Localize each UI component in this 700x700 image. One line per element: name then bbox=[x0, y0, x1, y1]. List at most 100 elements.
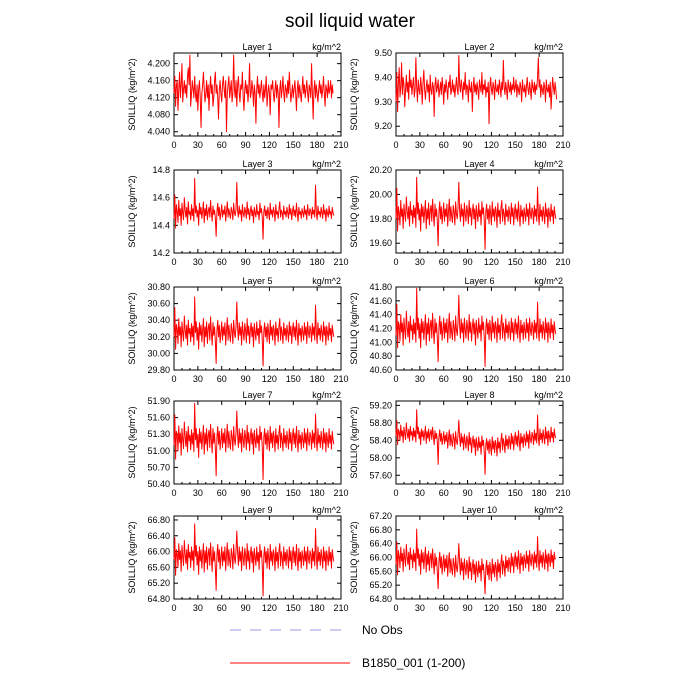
x-tick-label: 60 bbox=[439, 374, 449, 384]
y-tick-label: 41.60 bbox=[369, 296, 392, 306]
x-tick-label: 90 bbox=[241, 488, 251, 498]
panel-layer-2: Layer 2 kg/m^2 0 30 60 90 120 150 180 210 9.20 9.30… bbox=[349, 42, 571, 150]
x-tick-label: 60 bbox=[217, 374, 227, 384]
x-tick-label: 150 bbox=[508, 140, 523, 150]
y-tick-label: 4.040 bbox=[147, 127, 170, 137]
y-tick-label: 64.80 bbox=[147, 594, 170, 604]
y-axis-label: SOILLIQ (kg/m^2) bbox=[349, 175, 359, 247]
x-tick-label: 120 bbox=[484, 257, 499, 267]
panel-layer-10: Layer 10 kg/m^2 0 30 60 90 120 150 180 210 64.80 65… bbox=[349, 505, 571, 613]
panel-units: kg/m^2 bbox=[312, 159, 341, 169]
x-tick-label: 180 bbox=[310, 257, 325, 267]
x-tick-label: 150 bbox=[286, 140, 301, 150]
x-tick-label: 120 bbox=[262, 140, 277, 150]
x-tick-label: 60 bbox=[217, 488, 227, 498]
y-axis-label: SOILLIQ (kg/m^2) bbox=[127, 521, 137, 593]
panel-layer-9: Layer 9 kg/m^2 0 30 60 90 120 150 180 210 64.80 65.… bbox=[127, 505, 349, 613]
y-axis-label: SOILLIQ (kg/m^2) bbox=[127, 58, 137, 130]
y-tick-label: 29.80 bbox=[147, 365, 170, 375]
x-tick-label: 210 bbox=[555, 603, 570, 613]
y-tick-label: 67.20 bbox=[369, 511, 392, 521]
y-tick-label: 19.80 bbox=[369, 214, 392, 224]
x-tick-label: 30 bbox=[415, 603, 425, 613]
x-tick-label: 30 bbox=[193, 374, 203, 384]
x-tick-label: 0 bbox=[171, 488, 176, 498]
y-tick-label: 30.40 bbox=[147, 315, 170, 325]
x-tick-label: 180 bbox=[532, 374, 547, 384]
x-tick-label: 90 bbox=[241, 140, 251, 150]
x-tick-label: 150 bbox=[286, 488, 301, 498]
y-tick-label: 65.20 bbox=[147, 578, 170, 588]
panel-units: kg/m^2 bbox=[312, 276, 341, 286]
y-tick-label: 40.80 bbox=[369, 351, 392, 361]
panel-units: kg/m^2 bbox=[534, 159, 563, 169]
x-tick-label: 60 bbox=[439, 488, 449, 498]
y-tick-label: 4.160 bbox=[147, 76, 170, 86]
y-tick-label: 41.20 bbox=[369, 324, 392, 334]
series-line-b1850 bbox=[173, 54, 334, 133]
x-tick-label: 30 bbox=[415, 488, 425, 498]
panel-title: Layer 8 bbox=[464, 390, 494, 400]
y-tick-label: 41.40 bbox=[369, 310, 392, 320]
x-tick-label: 0 bbox=[171, 374, 176, 384]
y-tick-label: 14.4 bbox=[152, 220, 170, 230]
x-tick-label: 210 bbox=[333, 374, 348, 384]
panel-title: Layer 9 bbox=[242, 505, 272, 515]
x-tick-label: 30 bbox=[415, 374, 425, 384]
y-tick-label: 40.60 bbox=[369, 365, 392, 375]
x-tick-label: 180 bbox=[310, 488, 325, 498]
x-tick-label: 210 bbox=[333, 257, 348, 267]
y-tick-label: 9.40 bbox=[374, 72, 392, 82]
panels-grid: Layer 1 kg/m^2 0 30 60 90 120 150 180 210 4.040 4.0… bbox=[127, 42, 571, 613]
x-tick-label: 0 bbox=[393, 257, 398, 267]
x-tick-label: 210 bbox=[333, 603, 348, 613]
y-axis-label: SOILLIQ (kg/m^2) bbox=[349, 58, 359, 130]
panel-units: kg/m^2 bbox=[534, 276, 563, 286]
x-tick-label: 30 bbox=[415, 140, 425, 150]
panel-units: kg/m^2 bbox=[312, 390, 341, 400]
x-tick-label: 150 bbox=[508, 603, 523, 613]
panel-title: Layer 7 bbox=[242, 390, 272, 400]
x-tick-label: 120 bbox=[262, 374, 277, 384]
y-tick-label: 50.70 bbox=[147, 462, 170, 472]
x-tick-label: 0 bbox=[393, 140, 398, 150]
x-tick-label: 90 bbox=[463, 488, 473, 498]
panel-layer-6: Layer 6 kg/m^2 0 30 60 90 120 150 180 210 40.60 40.… bbox=[349, 276, 571, 384]
panel-units: kg/m^2 bbox=[534, 42, 563, 52]
x-tick-label: 120 bbox=[262, 257, 277, 267]
y-tick-label: 51.90 bbox=[147, 396, 170, 406]
y-tick-label: 20.00 bbox=[369, 189, 392, 199]
y-axis-label: SOILLIQ (kg/m^2) bbox=[349, 292, 359, 364]
series-line-b1850 bbox=[173, 523, 335, 597]
x-tick-label: 150 bbox=[286, 603, 301, 613]
x-tick-label: 60 bbox=[217, 257, 227, 267]
x-tick-label: 0 bbox=[171, 257, 176, 267]
x-tick-label: 60 bbox=[217, 603, 227, 613]
panel-layer-4: Layer 4 kg/m^2 0 30 60 90 120 150 180 210 19.60 19.… bbox=[349, 159, 571, 267]
panel-units: kg/m^2 bbox=[534, 390, 563, 400]
panel-layer-5: Layer 5 kg/m^2 0 30 60 90 120 150 180 210 29.80 30.… bbox=[127, 276, 349, 384]
y-tick-label: 4.120 bbox=[147, 93, 170, 103]
y-tick-label: 14.8 bbox=[152, 165, 170, 175]
x-tick-label: 210 bbox=[333, 488, 348, 498]
x-tick-label: 180 bbox=[310, 603, 325, 613]
panel-title: Layer 3 bbox=[242, 159, 272, 169]
y-tick-label: 30.00 bbox=[147, 348, 170, 358]
x-tick-label: 210 bbox=[555, 257, 570, 267]
y-tick-label: 58.00 bbox=[369, 453, 392, 463]
series-line-b1850 bbox=[395, 176, 557, 250]
series-line-b1850 bbox=[173, 402, 335, 481]
panel-title: Layer 6 bbox=[464, 276, 494, 286]
x-tick-label: 0 bbox=[393, 603, 398, 613]
y-axis-label: SOILLIQ (kg/m^2) bbox=[127, 406, 137, 478]
y-tick-label: 59.20 bbox=[369, 400, 392, 410]
y-tick-label: 30.20 bbox=[147, 332, 170, 342]
x-tick-label: 60 bbox=[439, 140, 449, 150]
y-tick-label: 57.60 bbox=[369, 470, 392, 480]
y-axis-label: SOILLIQ (kg/m^2) bbox=[349, 521, 359, 593]
x-tick-label: 120 bbox=[484, 140, 499, 150]
x-tick-label: 30 bbox=[193, 603, 203, 613]
panel-layer-8: Layer 8 kg/m^2 0 30 60 90 120 150 180 210 57.60 58.… bbox=[349, 390, 571, 498]
x-tick-label: 60 bbox=[439, 603, 449, 613]
x-tick-label: 90 bbox=[241, 374, 251, 384]
